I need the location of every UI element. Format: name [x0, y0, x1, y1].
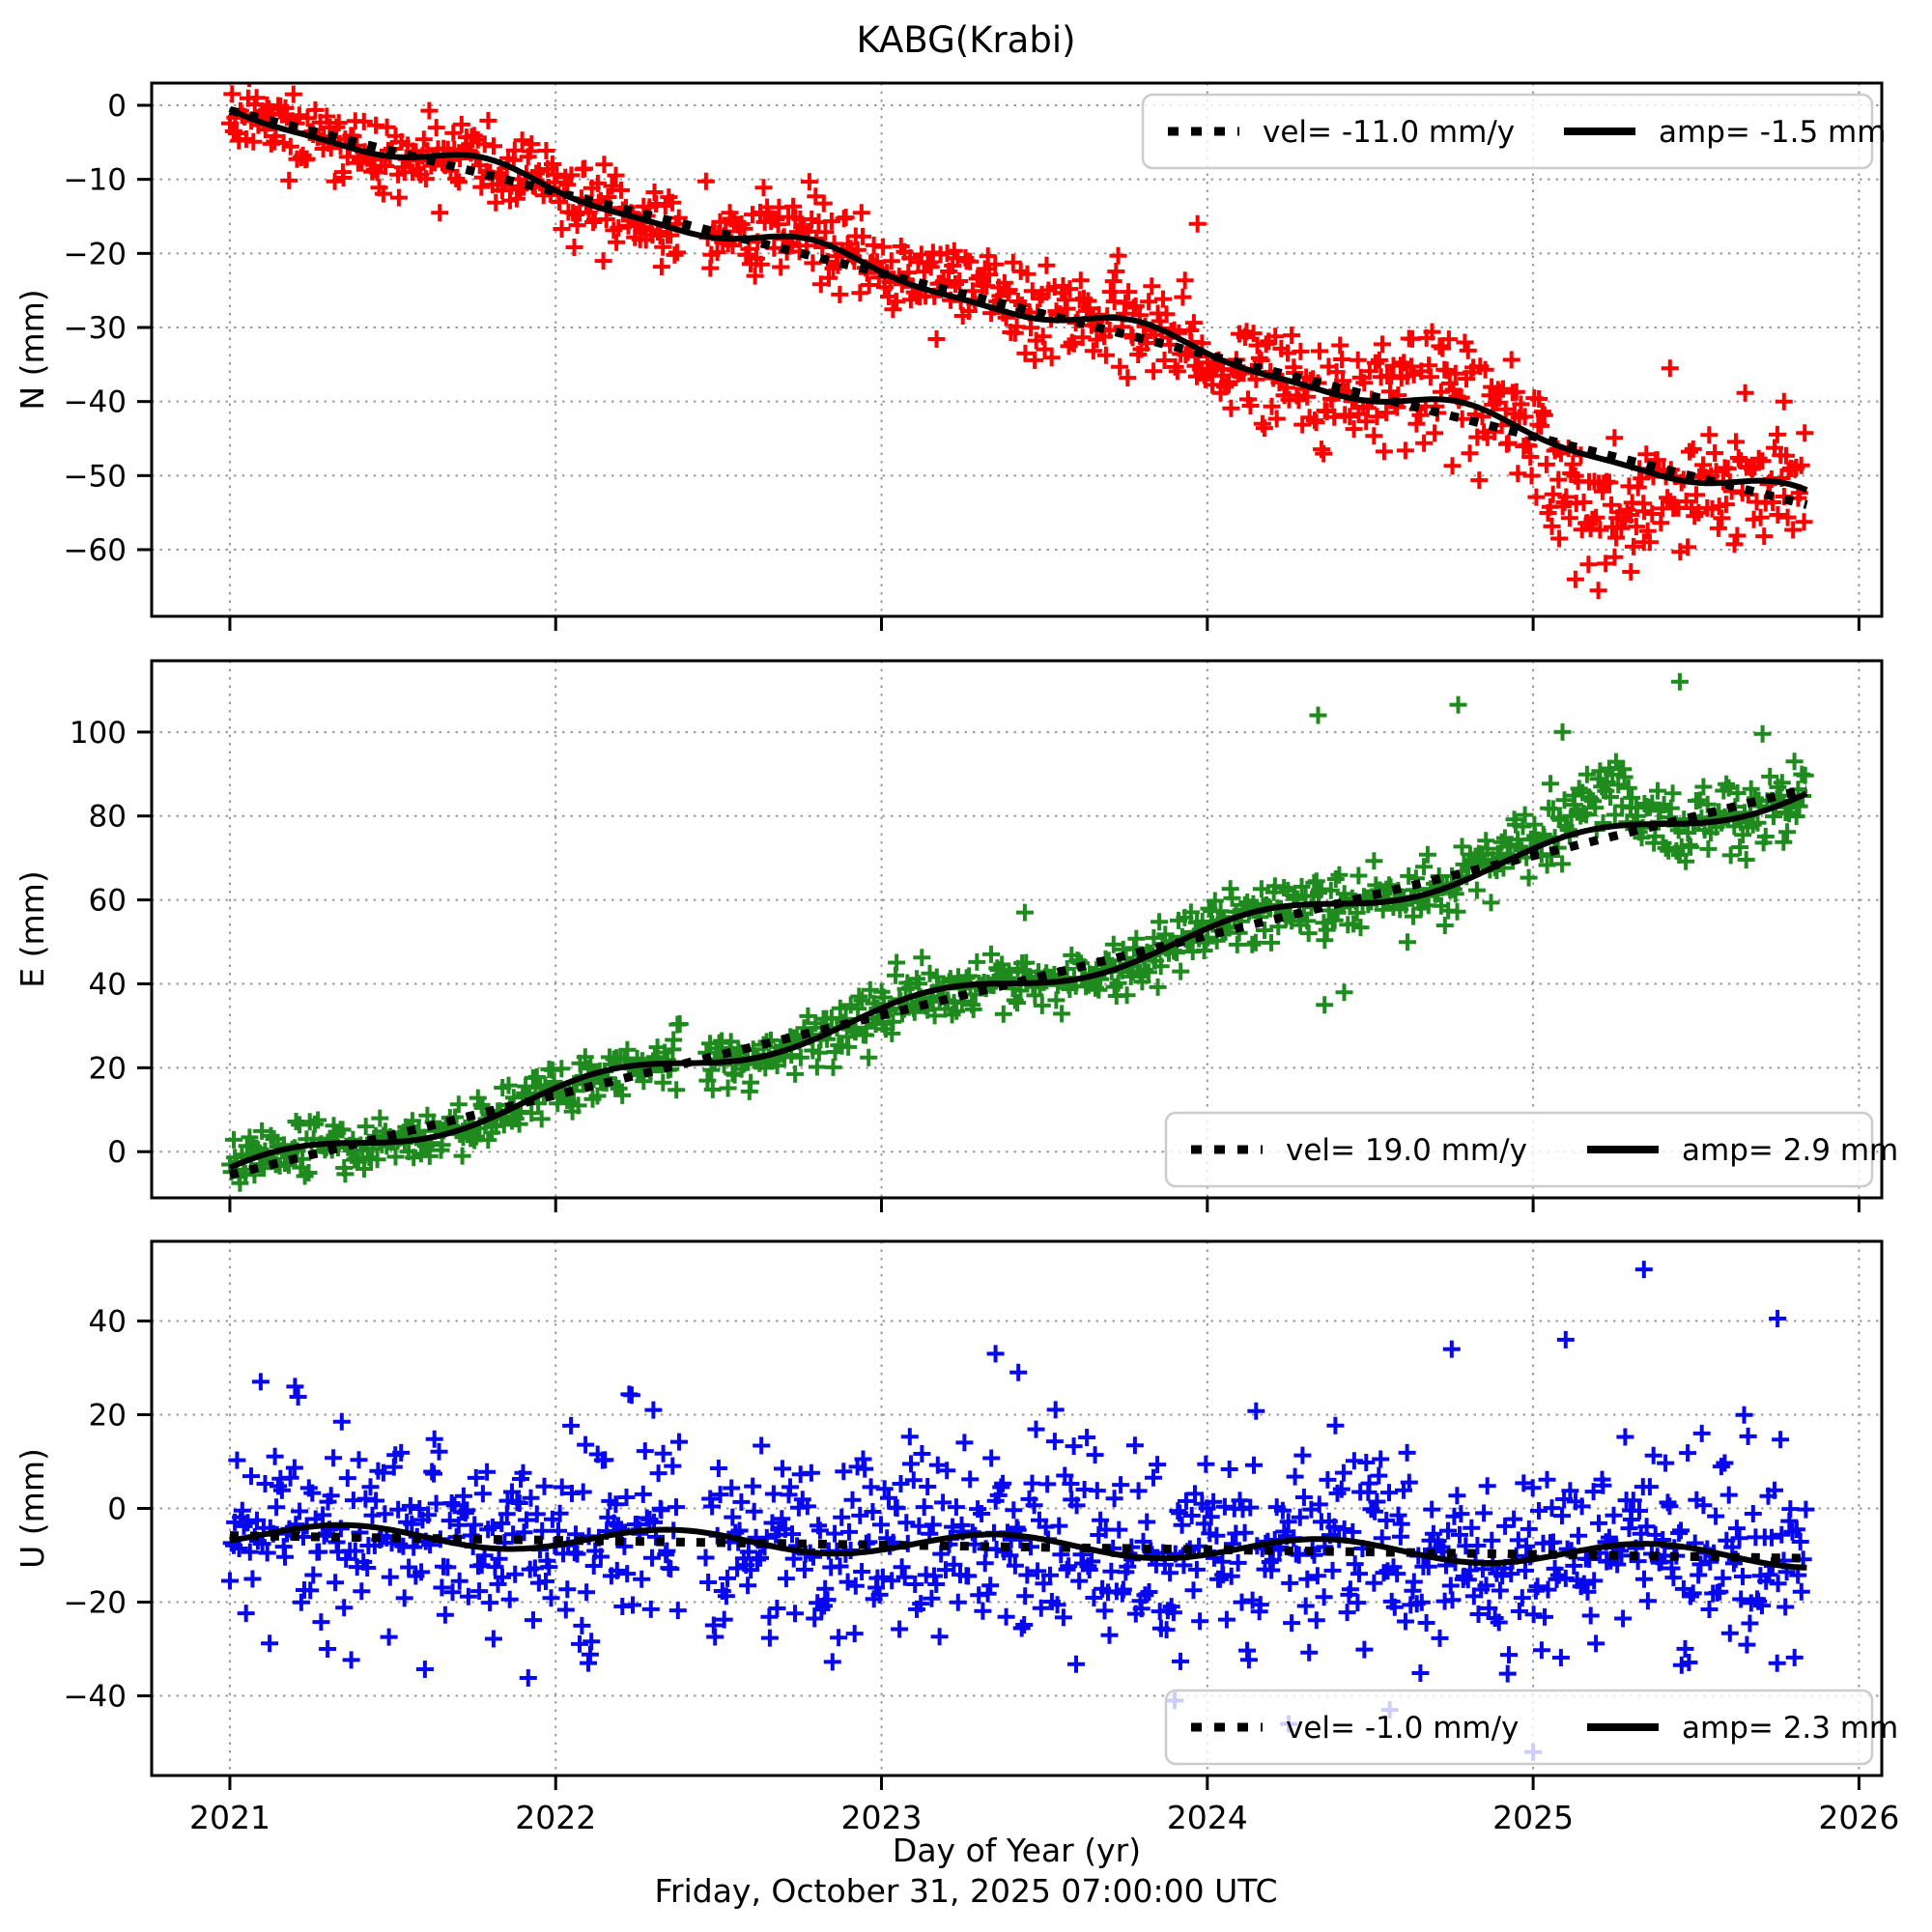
- y-tick-label: 40: [89, 1304, 127, 1339]
- y-tick-label: −60: [64, 533, 127, 568]
- legend-box: [1164, 1111, 1874, 1188]
- x-tick-label: 2021: [189, 1799, 270, 1836]
- subplot-N: 0 −10 −20 −30 −40 −50 −60 N (mm) vel= -11.0 mm/y…: [14, 81, 1886, 631]
- scatter-series-U: [221, 1261, 1815, 1761]
- chart-title: KABG(Krabi): [856, 19, 1076, 61]
- y-tick-label: 60: [89, 884, 127, 919]
- legend-label-amp: amp= -1.5 mm: [1659, 115, 1886, 150]
- gridlines: [152, 1241, 1882, 1776]
- legend-box: [1141, 93, 1874, 170]
- trend-line-N: [228, 106, 1808, 509]
- x-tick-label: 2024: [1167, 1799, 1248, 1836]
- y-tick-label: −10: [64, 163, 127, 198]
- y-tick-label: −50: [64, 459, 127, 494]
- y-tick-label: 80: [89, 800, 127, 835]
- scatter-series-N: [221, 83, 1814, 600]
- legend-label-vel: vel= -11.0 mm/y: [1263, 115, 1515, 150]
- y-tick-label: 20: [89, 1398, 127, 1433]
- axis-ticks: [137, 730, 1861, 1212]
- x-tick-label: 2026: [1818, 1799, 1899, 1836]
- timestamp: Friday, October 31, 2025 07:00:00 UTC: [654, 1872, 1278, 1910]
- y-tick-label: 0: [107, 1135, 127, 1170]
- gridlines: [152, 83, 1882, 616]
- y-tick-label: −40: [64, 1680, 127, 1715]
- plot-frame: [150, 81, 1884, 618]
- y-tick-label: −20: [64, 237, 127, 271]
- x-axis-label: Day of Year (yr): [892, 1832, 1142, 1869]
- y-tick-label: −40: [64, 385, 127, 420]
- y-tick-label: 20: [89, 1051, 127, 1086]
- y-axis-label-U: U (mm): [14, 1448, 51, 1569]
- legend-box: [1164, 1689, 1874, 1766]
- fit-line-E: [228, 790, 1808, 1171]
- legend-E: vel= 19.0 mm/y amp= 2.9 mm: [1164, 1111, 1898, 1188]
- fit-line-U: [229, 1521, 1807, 1571]
- plot-frame: [150, 659, 1884, 1200]
- x-tick-label: 2025: [1492, 1799, 1574, 1836]
- y-axis-label-E: E (mm): [14, 870, 51, 987]
- legend-label-vel: vel= -1.0 mm/y: [1286, 1711, 1519, 1746]
- legend-label-vel: vel= 19.0 mm/y: [1286, 1133, 1527, 1168]
- y-tick-label: 0: [107, 1492, 127, 1527]
- y-tick-label: −20: [64, 1586, 127, 1621]
- subplot-E: 0 20 40 60 80 100 E (mm) vel= 19.0 mm/y amp= 2.9…: [14, 659, 1898, 1212]
- axis-ticks: [137, 103, 1861, 631]
- y-tick-label: 100: [70, 716, 127, 751]
- subplot-U: 40 20 0 −20 −40 2021 2022 2023 2024 2025 2026 U (mm…: [14, 1239, 1899, 1836]
- y-tick-label: 40: [89, 967, 127, 1002]
- y-axis-label-N: N (mm): [14, 289, 51, 410]
- fit-line-N: [228, 106, 1808, 493]
- legend-label-amp: amp= 2.9 mm: [1682, 1133, 1898, 1168]
- y-tick-label: −30: [64, 311, 127, 346]
- x-tick-label: 2022: [515, 1799, 596, 1836]
- x-tick-label: 2023: [841, 1799, 923, 1836]
- legend-label-amp: amp= 2.3 mm: [1682, 1711, 1898, 1746]
- legend-U: vel= -1.0 mm/y amp= 2.3 mm: [1164, 1689, 1898, 1766]
- legend-N: vel= -11.0 mm/y amp= -1.5 mm: [1141, 93, 1886, 170]
- y-tick-label: 0: [107, 89, 127, 124]
- axis-ticks: [137, 1319, 1861, 1790]
